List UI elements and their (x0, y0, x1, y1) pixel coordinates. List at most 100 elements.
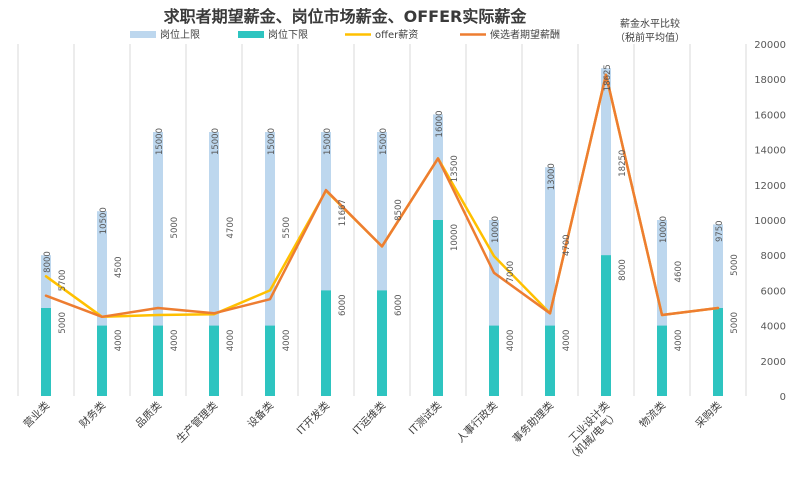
data-label-middle: 8500 (394, 199, 404, 221)
series-lines (44, 73, 720, 319)
x-category-label: 设备类 (245, 399, 277, 431)
data-label-middle: 5000 (170, 217, 180, 239)
bar-upper (545, 167, 555, 396)
x-category-label-line: IT测试类 (406, 399, 445, 438)
data-label-upper: 18625 (603, 64, 613, 91)
data-label-lower: 4000 (226, 330, 236, 352)
bar-lower (713, 308, 723, 396)
data-label-lower: 5000 (58, 312, 68, 334)
bar-upper (489, 220, 499, 396)
data-label-lower: 4000 (674, 330, 684, 352)
y-tick-label: 18000 (754, 75, 786, 86)
bar-upper (377, 132, 387, 396)
data-label-upper: 10000 (491, 216, 501, 243)
y-tick-label: 12000 (754, 181, 786, 192)
data-label-lower: 4000 (170, 330, 180, 352)
data-label-upper: 8000 (43, 251, 53, 273)
bar-lower (209, 325, 219, 396)
x-category-label-line: 事务助理类 (510, 399, 557, 446)
y-tick-label: 2000 (761, 357, 786, 368)
x-category-label-line: 生产管理类 (174, 399, 221, 446)
data-label-middle: 4600 (674, 261, 684, 283)
x-category-label: 物流类 (637, 399, 669, 431)
x-category-label-line: 物流类 (637, 399, 669, 431)
x-category-label-line: 人事行政类 (454, 399, 501, 446)
x-category-label: 人事行政类 (454, 399, 501, 446)
x-category-label: 营业类 (21, 399, 53, 431)
data-label-upper: 9750 (715, 220, 725, 242)
data-label-upper: 16000 (435, 110, 445, 137)
data-label-upper: 15000 (267, 128, 277, 155)
legend-label: 岗位上限 (160, 28, 200, 41)
chart-title: 求职者期望薪金、岗位市场薪金、OFFER实际薪金 (164, 7, 528, 26)
data-label-middle: 5700 (58, 270, 68, 292)
data-label-middle: 11667 (338, 199, 348, 226)
data-label-upper: 15000 (379, 128, 389, 155)
x-axis: 营业类 财务类 品质类 生产管理类 设备类 IT开发类 IT运维类 IT测试类 人事行政类 事务助… (21, 399, 725, 465)
y-tick-label: 20000 (754, 40, 786, 51)
data-label-lower: 5000 (730, 312, 740, 334)
data-label-upper: 15000 (323, 128, 333, 155)
expected-salary-line (44, 73, 720, 319)
data-label-lower: 6000 (338, 294, 348, 316)
chart-subtitle-line-2: （税前平均值） (615, 31, 685, 44)
bar-lower (601, 255, 611, 396)
data-label-lower: 4000 (282, 330, 292, 352)
y-tick-label: 10000 (754, 216, 786, 227)
y-axis: 0 2000 4000 6000 8000 10000 12000 14000 16000 180… (754, 40, 786, 403)
data-label-middle: 4500 (114, 256, 124, 278)
data-label-upper: 10500 (99, 207, 109, 234)
bar-upper (657, 220, 667, 396)
y-tick-label: 0 (780, 392, 786, 403)
data-label-lower: 4000 (114, 330, 124, 352)
bar-lower (265, 325, 275, 396)
x-category-label: 财务类 (77, 399, 109, 431)
data-label-upper: 15000 (155, 128, 165, 155)
x-category-label-line: 财务类 (77, 399, 109, 431)
x-category-label-line: IT开发类 (294, 399, 333, 438)
y-tick-label: 8000 (761, 251, 786, 262)
data-label-upper: 10000 (659, 216, 669, 243)
bar-lower (41, 308, 51, 396)
data-label-lower: 4000 (562, 330, 572, 352)
data-label-lower: 8000 (618, 259, 628, 281)
category-separators (17, 44, 747, 396)
x-category-label: IT测试类 (406, 399, 445, 438)
bar-lower (153, 325, 163, 396)
data-label-middle: 5000 (730, 254, 740, 276)
bar-upper (321, 132, 331, 396)
bar-lower (321, 290, 331, 396)
y-tick-label: 16000 (754, 110, 786, 121)
x-category-label: 事务助理类 (510, 399, 557, 446)
legend: 岗位上限 岗位下限 offer薪资 候选者期望薪酬 (130, 28, 560, 41)
x-category-label: IT开发类 (294, 399, 333, 438)
x-category-label-line: 采购类 (693, 399, 725, 431)
lower-bars (41, 220, 723, 396)
legend-label: offer薪资 (375, 29, 418, 41)
bar-lower (657, 325, 667, 396)
bar-lower (489, 325, 499, 396)
data-label-upper: 15000 (211, 128, 221, 155)
data-label-middle: 13500 (450, 155, 460, 182)
bar-upper (209, 132, 219, 396)
x-category-label-line: 品质类 (133, 399, 165, 431)
data-label-middle: 7000 (506, 261, 516, 283)
y-tick-label: 6000 (761, 286, 786, 297)
data-label-middle: 18250 (618, 150, 628, 177)
data-label-middle: 4700 (226, 217, 236, 239)
data-label-middle: 4700 (562, 234, 572, 256)
x-category-label: 工业设计类（机械/电气） (556, 399, 622, 465)
x-category-label: IT运维类 (350, 399, 389, 438)
x-category-label: 生产管理类 (174, 399, 221, 446)
bar-lower (377, 290, 387, 396)
legend-label: 岗位下限 (268, 28, 308, 41)
chart-subtitle-line-1: 薪金水平比较 (620, 17, 680, 30)
y-tick-label: 4000 (761, 322, 786, 333)
bar-upper (601, 68, 611, 396)
y-tick-label: 14000 (754, 146, 786, 157)
data-label-lower: 10000 (450, 224, 460, 251)
x-category-label-line: 营业类 (21, 399, 53, 431)
data-labels: 8000 5700 5000 10500 4500 4000 15000 5000 4000 15… (43, 64, 740, 351)
bar-upper (153, 132, 163, 396)
